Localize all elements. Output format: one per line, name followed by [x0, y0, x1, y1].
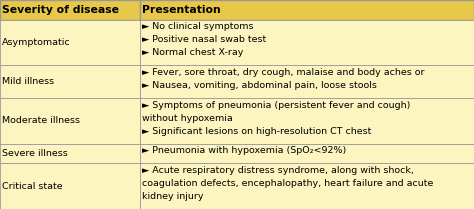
Bar	[0, 65, 140, 98]
Text: ► Symptoms of pneumonia (persistent fever and cough): ► Symptoms of pneumonia (persistent feve…	[142, 101, 410, 110]
Bar	[140, 65, 474, 98]
Text: ► Pneumonia with hypoxemia (SpO₂<92%): ► Pneumonia with hypoxemia (SpO₂<92%)	[142, 146, 346, 155]
Text: Critical state: Critical state	[2, 182, 63, 191]
Text: ► Fever, sore throat, dry cough, malaise and body aches or: ► Fever, sore throat, dry cough, malaise…	[142, 68, 425, 77]
Text: Mild illness: Mild illness	[2, 77, 55, 86]
Text: Severity of disease: Severity of disease	[2, 5, 119, 15]
Text: ► No clinical symptoms: ► No clinical symptoms	[142, 22, 254, 31]
Text: Asymptomatic: Asymptomatic	[2, 38, 71, 47]
Text: Severe illness: Severe illness	[2, 149, 68, 158]
Text: ► Nausea, vomiting, abdominal pain, loose stools: ► Nausea, vomiting, abdominal pain, loos…	[142, 81, 377, 90]
Text: without hypoxemia: without hypoxemia	[142, 114, 233, 123]
Bar	[140, 0, 474, 20]
Text: kidney injury: kidney injury	[142, 192, 204, 201]
Text: ► Acute respiratory distress syndrome, along with shock,: ► Acute respiratory distress syndrome, a…	[142, 166, 414, 175]
Bar	[140, 20, 474, 65]
Bar	[0, 163, 140, 209]
Text: Presentation: Presentation	[142, 5, 221, 15]
Text: ► Positive nasal swab test: ► Positive nasal swab test	[142, 35, 266, 44]
Bar	[140, 98, 474, 144]
Bar	[0, 20, 140, 65]
Text: coagulation defects, encephalopathy, heart failure and acute: coagulation defects, encephalopathy, hea…	[142, 179, 434, 188]
Text: ► Significant lesions on high-resolution CT chest: ► Significant lesions on high-resolution…	[142, 127, 372, 136]
Bar	[140, 163, 474, 209]
Text: ► Normal chest X-ray: ► Normal chest X-ray	[142, 48, 244, 57]
Text: Moderate illness: Moderate illness	[2, 116, 81, 125]
Bar	[0, 98, 140, 144]
Bar	[0, 144, 140, 163]
Bar	[140, 144, 474, 163]
Bar	[0, 0, 140, 20]
